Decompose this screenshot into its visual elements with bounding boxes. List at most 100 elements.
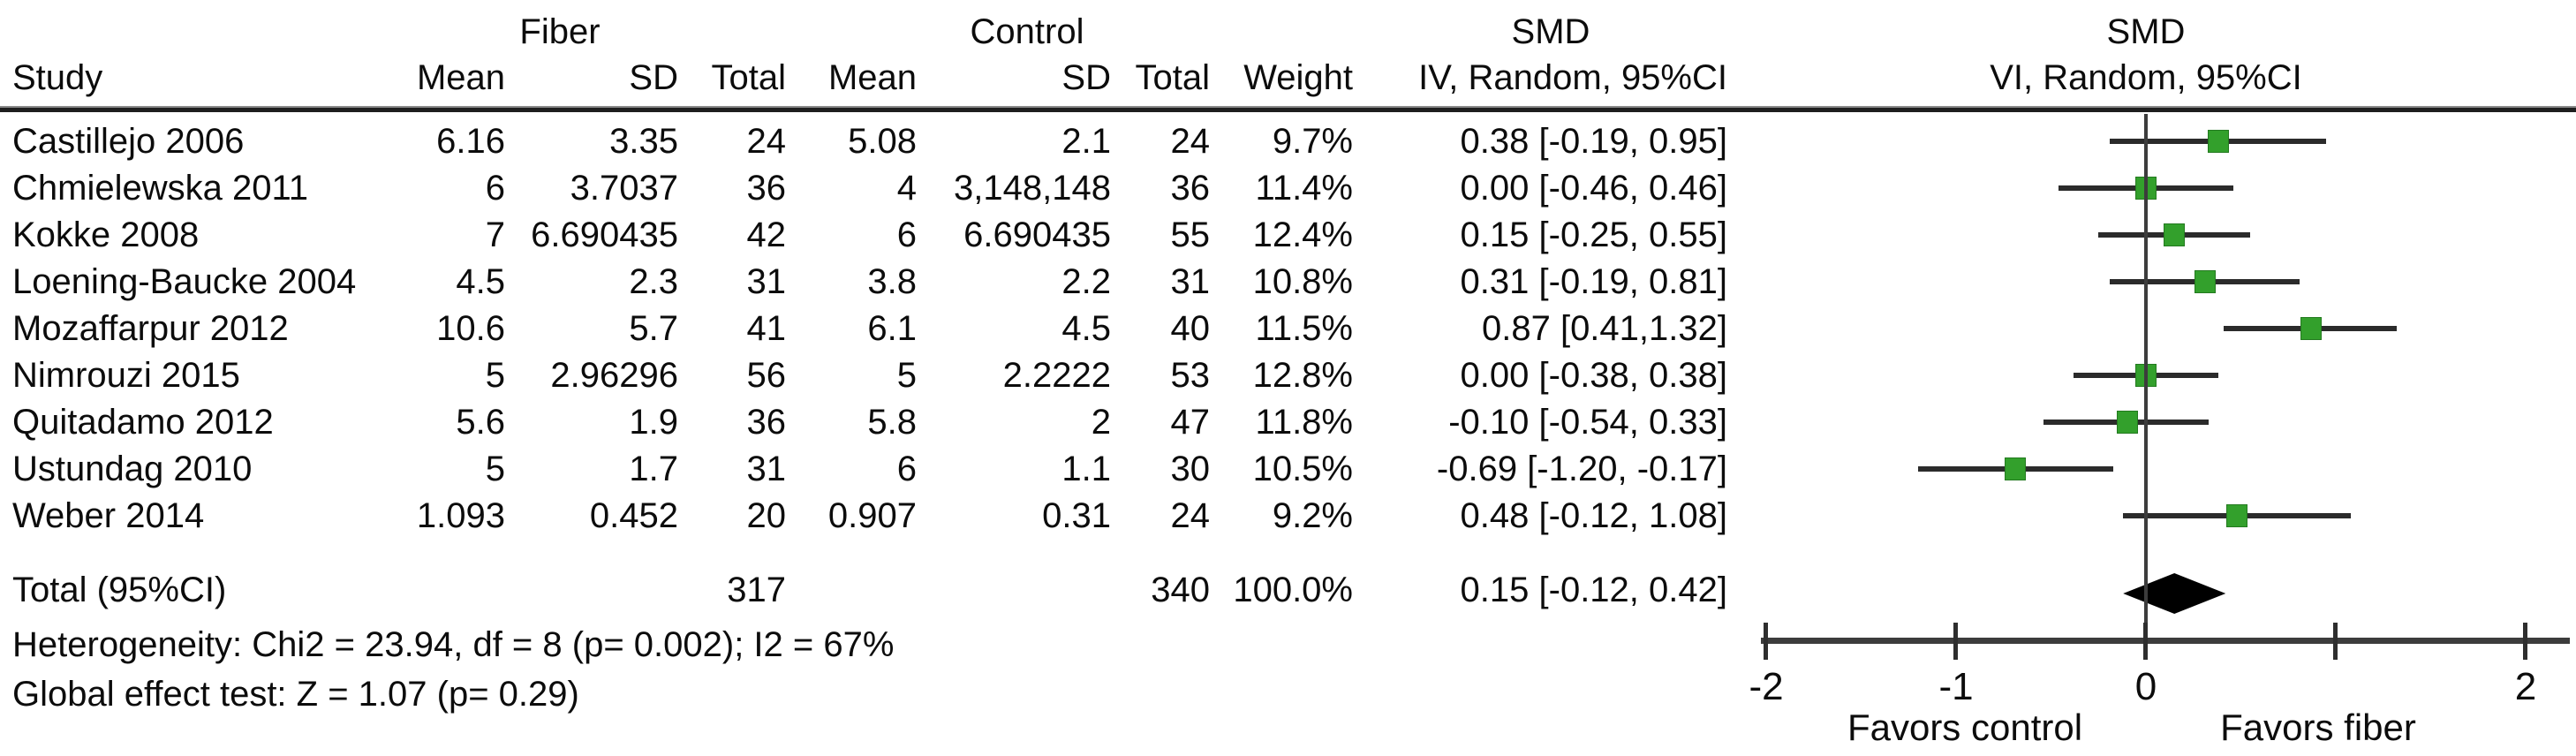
col-header-study: Study (12, 58, 103, 97)
table-row-f_sd: 2.3 (629, 262, 678, 301)
table-row-c_sd: 3,148,148 (954, 169, 1111, 208)
table-row-ci: 0.00 [-0.38, 0.38] (1460, 356, 1727, 395)
table-row-f_total: 41 (746, 309, 787, 348)
table-row-f_sd: 5.7 (629, 309, 678, 348)
table-row-f_total: 31 (746, 262, 787, 301)
table-row-c_sd: 1.1 (1061, 450, 1111, 488)
table-row-f_mean: 7 (485, 215, 505, 254)
table-row-f_mean: 6.16 (436, 122, 505, 161)
table-row-f_total: 36 (746, 403, 787, 442)
axis-tick-label: 2 (2514, 665, 2537, 708)
col-header-fiber-sd: SD (629, 58, 678, 97)
table-row-f_mean: 5 (485, 356, 505, 395)
col-header-control-total: Total (1135, 58, 1211, 97)
table-row-f_sd: 1.7 (629, 450, 678, 488)
axis-tick-label: -1 (1938, 665, 1974, 708)
table-row-ci: 0.38 [-0.19, 0.95] (1460, 122, 1727, 161)
effect-marker (2207, 130, 2229, 153)
total-row-weight: 100.0% (1233, 571, 1353, 609)
table-row-c_total: 36 (1170, 169, 1211, 208)
heterogeneity-note: Heterogeneity: Chi2 = 23.94, df = 8 (p= … (12, 625, 895, 664)
table-row-c_sd: 2.2222 (1002, 356, 1111, 395)
table-row-f_total: 42 (746, 215, 787, 254)
table-row-c_total: 53 (1170, 356, 1211, 395)
table-row-ci: 0.87 [0.41,1.32] (1481, 309, 1727, 348)
summary-diamond (2123, 573, 2226, 614)
table-row-ci: -0.10 [-0.54, 0.33] (1448, 403, 1727, 442)
axis-tick-label: 0 (2134, 665, 2157, 708)
col-header-ci-left: IV, Random, 95%CI (1418, 58, 1727, 97)
table-row-ci: 0.15 [-0.25, 0.55] (1460, 215, 1727, 254)
table-row-study: Quitadamo 2012 (12, 403, 274, 442)
table-row-study: Weber 2014 (12, 496, 205, 535)
table-row-f_total: 56 (746, 356, 787, 395)
favors-control-label: Favors control (1847, 707, 2083, 748)
table-row-c_mean: 6.1 (867, 309, 917, 348)
table-row-f_total: 31 (746, 450, 787, 488)
table-row-c_total: 40 (1170, 309, 1211, 348)
axis-tick (2333, 623, 2338, 660)
table-row-c_sd: 6.690435 (963, 215, 1111, 254)
axis-tick (2143, 623, 2148, 660)
header-separator-line (0, 106, 2576, 112)
table-row-f_mean: 1.093 (416, 496, 505, 535)
table-row-weight: 11.8% (1255, 403, 1353, 442)
table-row-study: Ustundag 2010 (12, 450, 253, 488)
effect-marker (2300, 317, 2323, 340)
overall-effect-note: Global effect test: Z = 1.07 (p= 0.29) (12, 675, 579, 714)
table-row-weight: 11.5% (1255, 309, 1353, 348)
table-row-c_sd: 2.2 (1061, 262, 1111, 301)
table-row-f_sd: 2.96296 (550, 356, 678, 395)
table-row-weight: 12.8% (1252, 356, 1353, 395)
table-row-f_sd: 0.452 (589, 496, 678, 535)
table-row-weight: 11.4% (1255, 169, 1353, 208)
table-row-c_total: 47 (1170, 403, 1211, 442)
table-row-study: Castillejo 2006 (12, 122, 245, 161)
table-row-f_total: 36 (746, 169, 787, 208)
table-row-f_sd: 6.690435 (531, 215, 678, 254)
table-row-ci: 0.00 [-0.46, 0.46] (1460, 169, 1727, 208)
col-header-fiber-total: Total (711, 58, 787, 97)
table-row-c_total: 24 (1170, 496, 1211, 535)
table-row-c_mean: 6 (896, 215, 917, 254)
effect-marker (2226, 504, 2248, 527)
axis-tick-label: -2 (1749, 665, 1784, 708)
axis-tick (1764, 623, 1768, 660)
table-row-c_mean: 6 (896, 450, 917, 488)
table-row-c_sd: 0.31 (1042, 496, 1111, 535)
group-header-control: Control (970, 12, 1084, 51)
table-row-f_mean: 5.6 (456, 403, 505, 442)
total-row-c_total: 340 (1151, 571, 1210, 609)
table-row-c_sd: 2 (1091, 403, 1111, 442)
effect-marker (2194, 270, 2216, 293)
axis-tick (2523, 623, 2527, 660)
effect-marker (2164, 223, 2186, 246)
table-row-weight: 10.5% (1252, 450, 1353, 488)
col-header-ci-right: VI, Random, 95%CI (1990, 58, 2302, 97)
table-row-ci: 0.48 [-0.12, 1.08] (1460, 496, 1727, 535)
zero-line (2144, 114, 2148, 642)
table-row-c_sd: 4.5 (1061, 309, 1111, 348)
table-row-c_mean: 0.907 (827, 496, 917, 535)
table-row-ci: -0.69 [-1.20, -0.17] (1436, 450, 1727, 488)
effect-marker (2116, 411, 2138, 434)
table-row-study: Nimrouzi 2015 (12, 356, 240, 395)
table-row-study: Loening-Baucke 2004 (12, 262, 357, 301)
table-row-ci: 0.31 [-0.19, 0.81] (1460, 262, 1727, 301)
table-row-c_mean: 4 (896, 169, 917, 208)
table-row-c_sd: 2.1 (1061, 122, 1111, 161)
total-row-f_total: 317 (727, 571, 786, 609)
total-row-study: Total (95%CI) (12, 571, 227, 609)
table-row-study: Chmielewska 2011 (12, 169, 308, 208)
table-row-f_sd: 3.7037 (570, 169, 678, 208)
table-row-weight: 10.8% (1252, 262, 1353, 301)
table-row-study: Kokke 2008 (12, 215, 200, 254)
favors-fiber-label: Favors fiber (2220, 707, 2416, 748)
x-axis (1761, 638, 2570, 644)
table-row-f_mean: 5 (485, 450, 505, 488)
table-row-f_sd: 1.9 (629, 403, 678, 442)
table-row-c_total: 31 (1170, 262, 1211, 301)
table-row-f_total: 20 (746, 496, 787, 535)
table-row-c_total: 30 (1170, 450, 1211, 488)
